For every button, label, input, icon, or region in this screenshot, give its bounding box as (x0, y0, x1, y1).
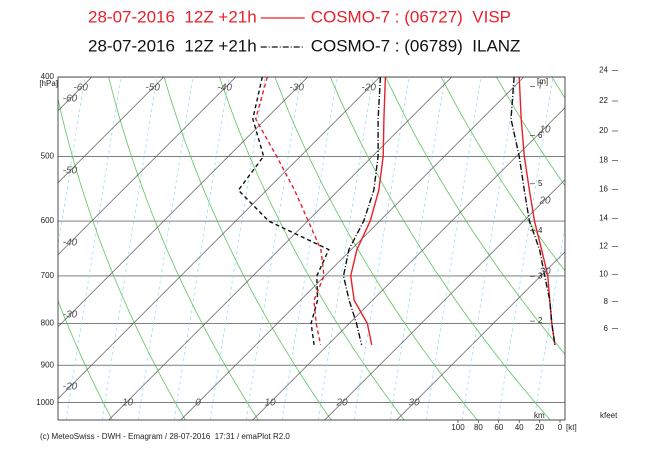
km-tick-label: 7 (538, 81, 543, 90)
dry-adiabat (440, 77, 565, 272)
adiabat-label: 20 (538, 196, 551, 207)
legend-name: COSMO-7 : (06789) ILANZ (311, 36, 521, 55)
kfeet-tick-label: 22 (599, 96, 608, 105)
mixing-ratio-line (281, 77, 338, 420)
dry-adiabat (329, 77, 551, 420)
isotherm (180, 77, 524, 420)
dry-adiabat (58, 299, 113, 420)
dry-adiabat (108, 77, 259, 420)
adiabat-label: 10 (539, 125, 551, 136)
mixing-ratio-line (58, 77, 86, 248)
km-tick-label: 4 (538, 226, 543, 235)
legend-run: 28-07-2016 12Z +21h (88, 7, 257, 26)
km-tick-label: 3 (538, 272, 543, 281)
mixing-ratio-line (461, 77, 518, 420)
mixing-ratio-line (173, 77, 230, 420)
kfeet-tick-label: 24 (599, 66, 608, 75)
isotherm-label: -50 (145, 83, 160, 94)
isotherm-label: -30 (289, 83, 304, 94)
isotherm (58, 77, 380, 400)
wind-speed-line (510, 77, 556, 345)
kfeet-label: kfeet (600, 411, 618, 420)
wind-tick-label: 80 (474, 423, 483, 432)
kfeet-tick-label: 12 (599, 242, 608, 251)
y-tick-label: 400 (41, 72, 55, 81)
y-tick-label: 1000 (36, 398, 54, 407)
legend-run: 28-07-2016 12Z +21h (88, 36, 257, 55)
dry-adiabat (496, 77, 565, 187)
wind-tick-label: 100 (451, 423, 465, 432)
isotherm (324, 179, 565, 420)
dry-adiabat (58, 97, 186, 420)
plot-frame (57, 76, 566, 421)
isotherm (58, 77, 164, 184)
mixing-ratio-line (425, 77, 482, 420)
kfeet-tick-label: 16 (599, 185, 608, 194)
km-tick-label: 6 (538, 131, 543, 140)
y-tick-label: 500 (41, 151, 55, 160)
mixing-ratio-line (389, 77, 446, 420)
y-unit: [hPa] (39, 79, 58, 88)
isotherm-label: -50 (63, 165, 78, 176)
isotherm (108, 77, 452, 420)
isotherm-label: -40 (217, 83, 232, 94)
y-tick-label: 700 (41, 271, 55, 280)
isotherm-label: -20 (63, 381, 78, 392)
km-tick-label: 2 (538, 316, 543, 325)
kfeet-tick-label: 14 (599, 213, 608, 222)
dry-adiabat (274, 77, 478, 420)
wind-unit: [kt] (566, 423, 577, 432)
mixing-ratio-line (497, 77, 554, 420)
footer: (c) MeteoSwiss - DWH - Emagram / 28-07-2… (40, 432, 290, 441)
wind-tick-label: 20 (535, 423, 544, 432)
isotherm-label: 30 (408, 397, 420, 408)
y-tick-label: 900 (41, 360, 55, 369)
km-tick-label: 5 (538, 179, 543, 188)
isotherm-label: 10 (264, 397, 276, 408)
wind-tick-label: 40 (515, 423, 524, 432)
isotherm (396, 251, 565, 420)
kfeet-tick-label: 10 (599, 269, 608, 278)
isotherm-label: -30 (63, 309, 78, 320)
kfeet-tick-label: 8 (604, 297, 609, 306)
adiabat-label: 30 (539, 267, 551, 278)
legend-name: COSMO-7 : (06727) VISP (311, 7, 511, 26)
isotherm-label: 20 (335, 397, 348, 408)
mixing-ratio-line (65, 77, 122, 420)
temperature-line (342, 77, 382, 346)
mixing-ratio-line (101, 77, 158, 420)
isotherm (252, 107, 565, 420)
isotherm (58, 77, 308, 328)
isotherm-label: -60 (73, 83, 88, 94)
km-label: km (534, 411, 545, 420)
y-tick-label: 600 (41, 216, 55, 225)
mixing-ratio-line (353, 77, 410, 420)
grid (58, 77, 565, 420)
y-tick-label: 800 (41, 318, 55, 327)
mixing-ratio-line (137, 77, 194, 420)
profiles (237, 77, 556, 346)
kfeet-tick-label: 18 (599, 156, 608, 165)
dry-adiabat (385, 77, 565, 355)
isotherm-label: -20 (361, 83, 376, 94)
isotherm-label: -60 (63, 93, 78, 104)
kfeet-tick-label: 20 (599, 126, 608, 135)
isotherm-label: -10 (119, 397, 134, 408)
isotherm-label: -40 (63, 237, 78, 248)
mixing-ratio-line (209, 77, 266, 420)
isotherm-label: 0 (195, 397, 201, 408)
dry-adiabat (163, 77, 332, 420)
mixing-ratio-line (317, 77, 374, 420)
temperature-line (349, 77, 387, 346)
height-unit: [m] (537, 77, 548, 86)
kfeet-tick-label: 6 (604, 324, 609, 333)
wind-tick-label: 0 (558, 423, 563, 432)
mixing-ratio-line (245, 77, 302, 420)
dewpoint-line (254, 77, 325, 346)
isotherm (58, 77, 236, 256)
wind-tick-label: 60 (494, 423, 503, 432)
dry-adiabat (219, 77, 405, 420)
